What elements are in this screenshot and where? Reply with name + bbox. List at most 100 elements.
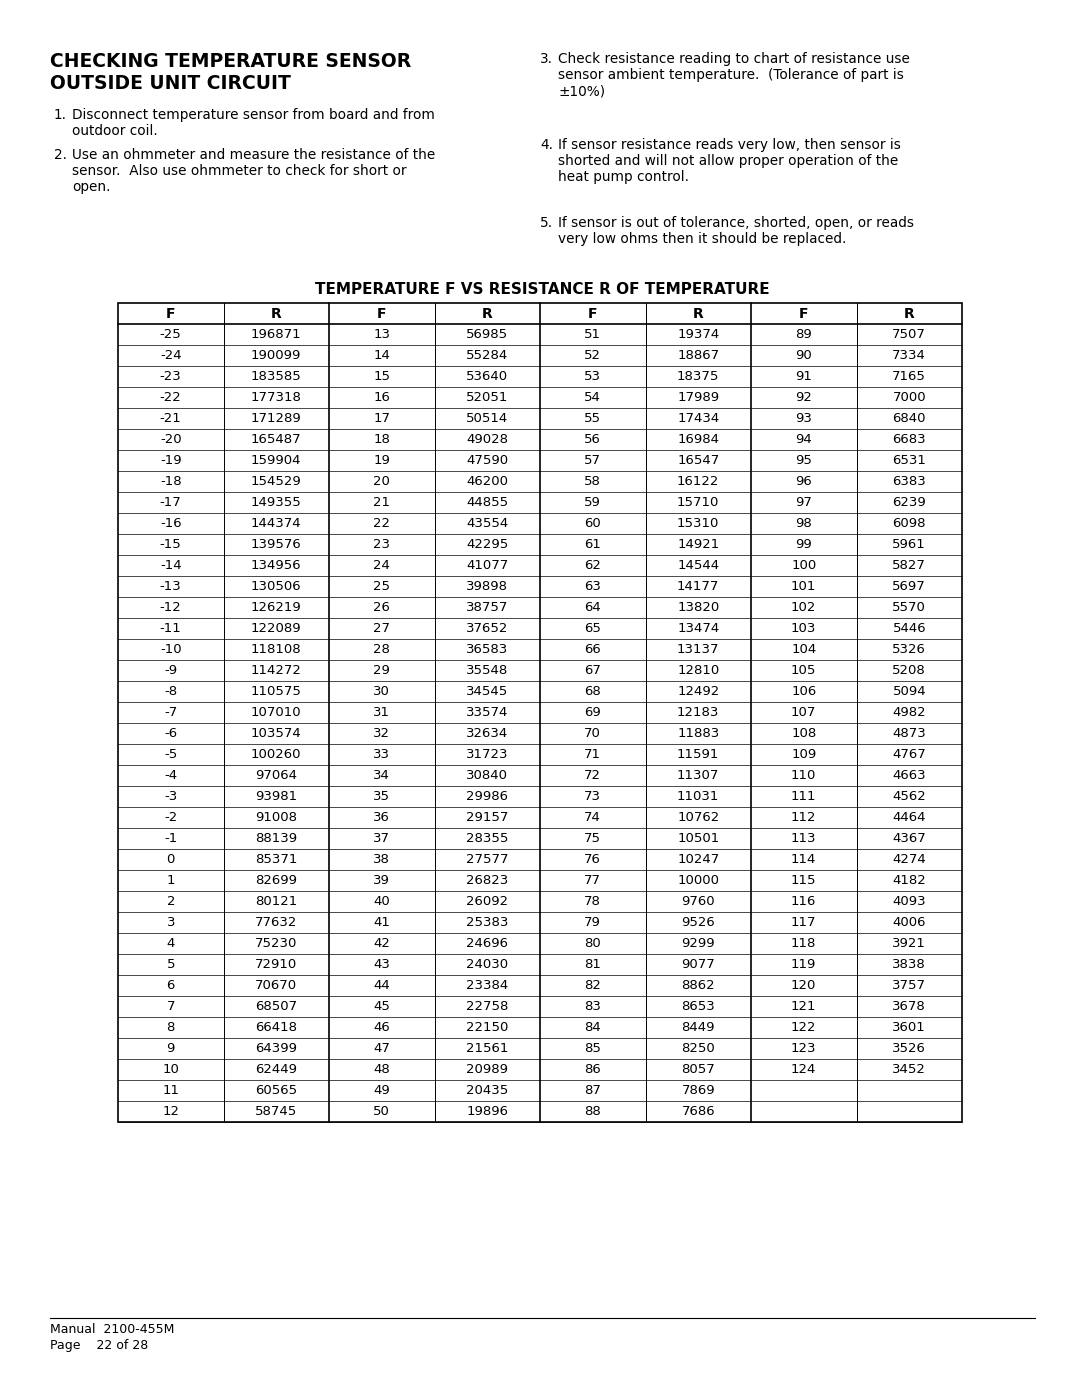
Text: 23: 23	[374, 538, 390, 550]
Text: 3757: 3757	[892, 979, 927, 992]
Text: Manual  2100-455M: Manual 2100-455M	[50, 1323, 174, 1336]
Text: 22758: 22758	[467, 1000, 509, 1013]
Text: 177318: 177318	[251, 391, 301, 404]
Text: 44: 44	[374, 979, 390, 992]
Text: 24030: 24030	[467, 958, 509, 971]
Text: 68507: 68507	[255, 1000, 297, 1013]
Text: 39: 39	[374, 875, 390, 887]
Text: 65: 65	[584, 622, 602, 636]
Text: 32634: 32634	[467, 726, 509, 740]
Text: 5827: 5827	[892, 559, 927, 571]
Text: 79: 79	[584, 916, 602, 929]
Text: 70: 70	[584, 726, 602, 740]
Text: 11031: 11031	[677, 789, 719, 803]
Text: -10: -10	[160, 643, 181, 657]
Text: 27: 27	[374, 622, 390, 636]
Text: 3452: 3452	[892, 1063, 927, 1076]
Text: 190099: 190099	[251, 349, 301, 362]
Text: 62: 62	[584, 559, 602, 571]
Text: 33: 33	[374, 747, 390, 761]
Text: -21: -21	[160, 412, 181, 425]
Text: 36: 36	[374, 812, 390, 824]
Text: 23384: 23384	[467, 979, 509, 992]
Text: 19374: 19374	[677, 328, 719, 341]
Text: 64399: 64399	[255, 1042, 297, 1055]
Text: 16984: 16984	[677, 433, 719, 446]
Text: 8: 8	[166, 1021, 175, 1034]
Text: F: F	[377, 306, 387, 320]
Text: 11307: 11307	[677, 768, 719, 782]
Text: 44855: 44855	[467, 496, 509, 509]
Text: 83: 83	[584, 1000, 602, 1013]
Text: 5446: 5446	[892, 622, 926, 636]
Text: 4464: 4464	[892, 812, 926, 824]
Text: 78: 78	[584, 895, 602, 908]
Text: 115: 115	[791, 875, 816, 887]
Text: CHECKING TEMPERATURE SENSOR: CHECKING TEMPERATURE SENSOR	[50, 52, 411, 71]
Text: 85: 85	[584, 1042, 602, 1055]
Text: 37652: 37652	[467, 622, 509, 636]
Text: F: F	[166, 306, 175, 320]
Text: 5094: 5094	[892, 685, 926, 698]
Text: 46200: 46200	[467, 475, 509, 488]
Text: 35548: 35548	[467, 664, 509, 678]
Text: 124: 124	[791, 1063, 816, 1076]
Text: 117: 117	[791, 916, 816, 929]
Text: 50514: 50514	[467, 412, 509, 425]
Text: 2: 2	[166, 895, 175, 908]
Text: 93: 93	[795, 412, 812, 425]
Text: 42: 42	[374, 937, 390, 950]
Text: 123: 123	[791, 1042, 816, 1055]
Text: -22: -22	[160, 391, 181, 404]
Text: 29: 29	[374, 664, 390, 678]
Text: 30: 30	[374, 685, 390, 698]
Text: 196871: 196871	[251, 328, 301, 341]
Text: F: F	[799, 306, 809, 320]
Text: OUTSIDE UNIT CIRCUIT: OUTSIDE UNIT CIRCUIT	[50, 74, 291, 94]
Text: 13820: 13820	[677, 601, 719, 615]
Text: 118: 118	[791, 937, 816, 950]
Text: 91008: 91008	[255, 812, 297, 824]
Text: 144374: 144374	[251, 517, 301, 529]
Bar	[118, 303, 962, 1122]
Text: 12183: 12183	[677, 705, 719, 719]
Text: 31: 31	[374, 705, 390, 719]
Text: 3.: 3.	[540, 52, 553, 66]
Text: 74: 74	[584, 812, 602, 824]
Text: 116: 116	[791, 895, 816, 908]
Text: 97: 97	[795, 496, 812, 509]
Text: 19: 19	[374, 454, 390, 467]
Text: 107010: 107010	[251, 705, 301, 719]
Text: 1: 1	[166, 875, 175, 887]
Text: 3921: 3921	[892, 937, 927, 950]
Text: 165487: 165487	[251, 433, 301, 446]
Text: 122089: 122089	[251, 622, 301, 636]
Text: 29986: 29986	[467, 789, 509, 803]
Text: 119: 119	[791, 958, 816, 971]
Text: 77632: 77632	[255, 916, 297, 929]
Text: 87: 87	[584, 1084, 602, 1097]
Text: 88: 88	[584, 1105, 602, 1118]
Text: 4367: 4367	[892, 833, 927, 845]
Text: 49: 49	[374, 1084, 390, 1097]
Text: 12810: 12810	[677, 664, 719, 678]
Text: 6239: 6239	[892, 496, 927, 509]
Text: 7334: 7334	[892, 349, 927, 362]
Text: If sensor resistance reads very low, then sensor is
shorted and will not allow p: If sensor resistance reads very low, the…	[558, 138, 901, 184]
Text: -20: -20	[160, 433, 181, 446]
Text: 9526: 9526	[681, 916, 715, 929]
Text: 16122: 16122	[677, 475, 719, 488]
Text: 48: 48	[374, 1063, 390, 1076]
Text: 101: 101	[791, 580, 816, 592]
Text: 4093: 4093	[892, 895, 926, 908]
Text: -13: -13	[160, 580, 181, 592]
Text: 99: 99	[795, 538, 812, 550]
Text: 10501: 10501	[677, 833, 719, 845]
Text: 9299: 9299	[681, 937, 715, 950]
Text: 6098: 6098	[892, 517, 926, 529]
Text: 159904: 159904	[251, 454, 301, 467]
Text: 52051: 52051	[467, 391, 509, 404]
Text: 105: 105	[791, 664, 816, 678]
Text: -5: -5	[164, 747, 177, 761]
Text: 38: 38	[374, 854, 390, 866]
